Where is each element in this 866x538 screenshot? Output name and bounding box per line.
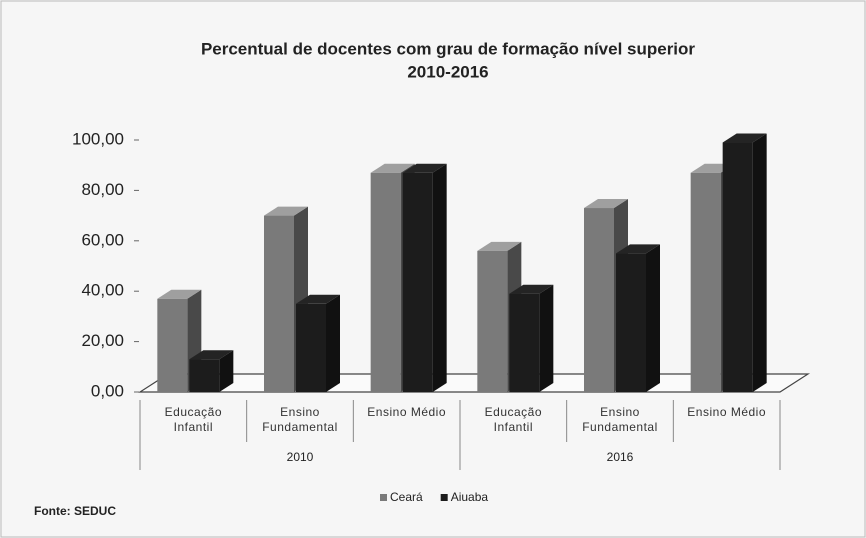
chart-subtitle: 2010-2016 [407,62,488,81]
bar-front [509,293,540,392]
chart-title: Percentual de docentes com grau de forma… [201,39,695,58]
legend-label: Aiuaba [451,490,489,504]
y-tick-label: 80,00 [81,180,124,199]
bar-front [616,253,646,392]
x-tick-label: Ensino Médio [367,405,447,419]
bar-side [326,294,340,392]
bar [616,244,660,392]
bar-front [189,359,220,392]
group-label: 2010 [287,450,314,464]
x-tick-label: Educação Infantil [484,405,543,434]
bar-front [477,250,508,392]
y-tick-label: 20,00 [81,331,124,350]
x-tick-label: Ensino Médio [687,405,767,419]
x-tick-label: Ensino Fundamental [582,405,658,434]
bar-front [722,142,753,392]
bar [509,284,554,392]
x-tick-label: Educação Infantil [164,405,223,434]
bar-front [370,172,401,392]
bar-side [646,244,660,392]
bar-top [722,133,767,143]
bar [722,133,767,392]
bar-top [402,163,447,173]
y-tick-label: 60,00 [81,230,124,249]
x-tick-label: Ensino Fundamental [262,405,338,434]
legend-swatch [440,494,448,501]
bar-front [402,172,433,392]
bar-front [584,208,614,392]
bar-top [157,289,202,299]
bar-front [690,172,721,392]
bar-top [584,199,628,209]
group-label: 2016 [607,450,634,464]
bar-front [296,303,326,392]
bar-side [432,163,447,392]
bar-top [189,350,234,360]
bar-side [219,350,234,392]
bar-top [296,294,340,304]
bar-top [509,284,554,294]
y-tick-label: 40,00 [81,281,124,300]
bar-top [477,241,522,251]
bar-top [370,163,415,173]
legend-label: Ceará [390,490,423,504]
legend-swatch [380,494,387,501]
bar-front [264,215,294,392]
bar [402,163,447,392]
bar [189,350,234,392]
bar-front [157,298,188,392]
y-tick-label: 0,00 [91,381,124,400]
bar-side [539,284,554,392]
bar-top [616,244,660,254]
y-tick-label: 100,00 [72,129,124,148]
bar [296,294,340,392]
bar-side [752,133,767,392]
source: Fonte: SEDUC [34,504,116,518]
bar-top [264,206,308,216]
